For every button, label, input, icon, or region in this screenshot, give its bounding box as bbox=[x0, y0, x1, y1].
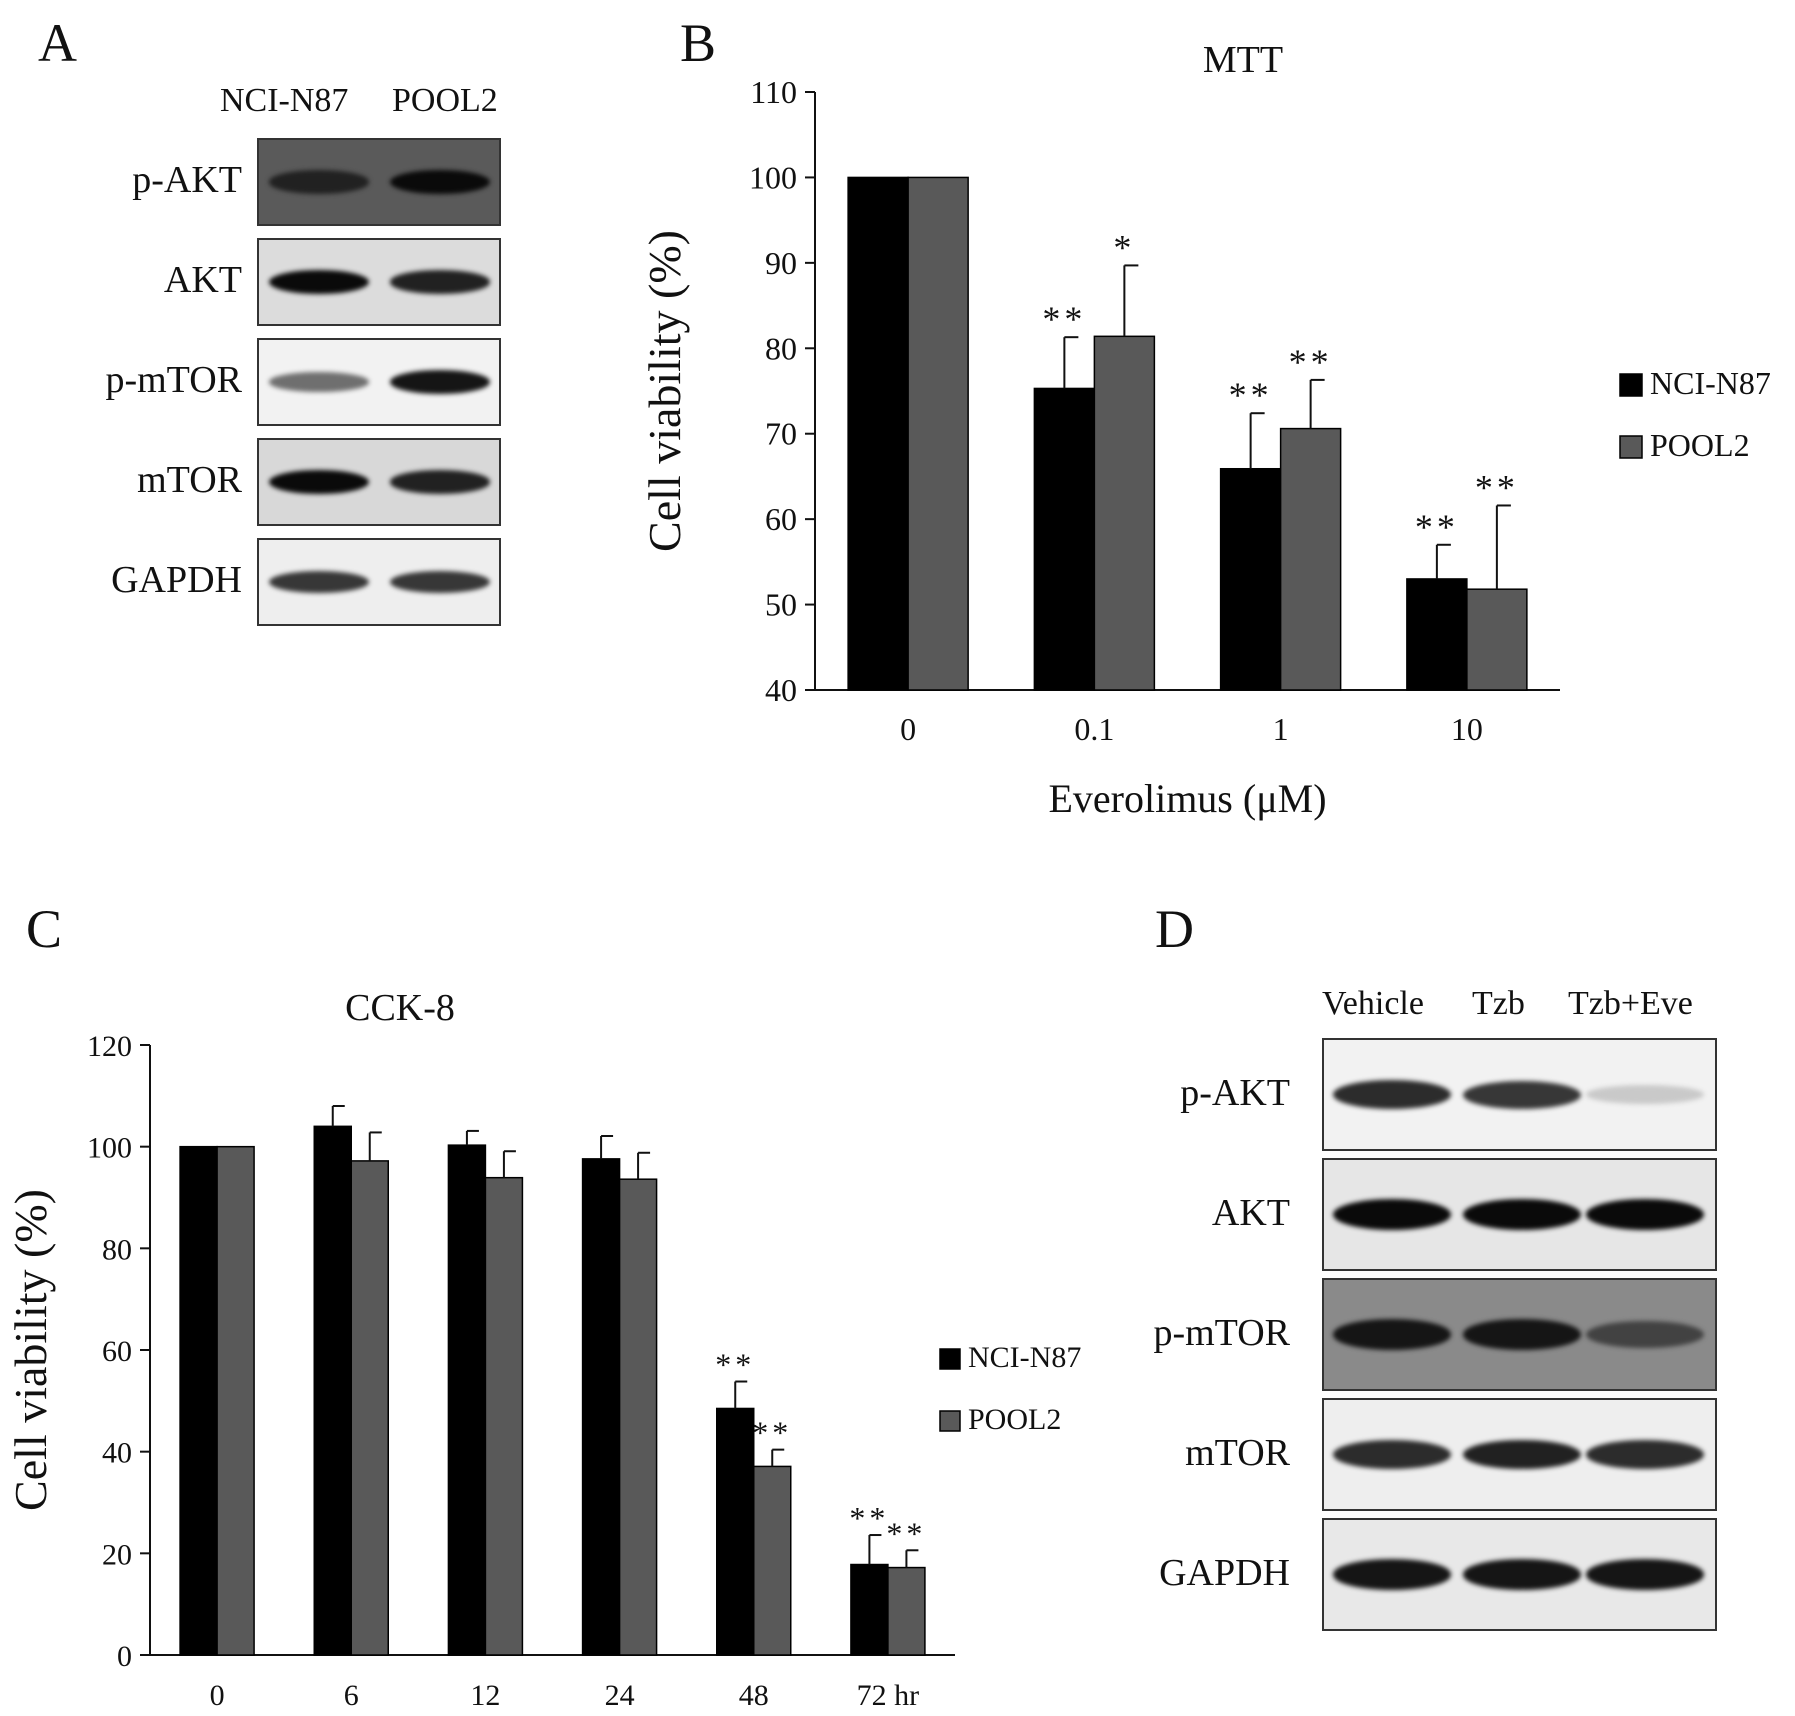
lane-header-pool2: POOL2 bbox=[392, 82, 498, 119]
protein-band bbox=[269, 571, 369, 593]
significance-marker: ** bbox=[1289, 342, 1333, 382]
bar bbox=[907, 176, 969, 691]
blot-row-label-akt: AKT bbox=[1211, 1191, 1290, 1234]
significance-marker: ** bbox=[1475, 467, 1519, 507]
blot-row-label-p-akt: p-AKT bbox=[1180, 1071, 1290, 1114]
protein-band bbox=[269, 469, 369, 495]
blot-row-label-p-mtor: p-mTOR bbox=[1153, 1311, 1290, 1354]
blot-row-label-mtor: mTOR bbox=[137, 459, 242, 501]
panel-letter-b: B bbox=[680, 13, 717, 73]
bar bbox=[1093, 335, 1156, 691]
y-tick-label: 80 bbox=[765, 330, 797, 366]
lane-header-tzb: Tzb bbox=[1472, 985, 1525, 1022]
protein-band bbox=[1586, 1440, 1704, 1469]
protein-band bbox=[1333, 1080, 1451, 1109]
y-tick-label: 50 bbox=[765, 587, 797, 623]
y-tick-label: 40 bbox=[765, 672, 797, 708]
protein-band bbox=[1463, 1199, 1581, 1230]
lane-header-vehicle: Vehicle bbox=[1322, 985, 1424, 1022]
x-tick-label: 0 bbox=[900, 711, 916, 747]
bar bbox=[1466, 588, 1528, 691]
bar bbox=[847, 176, 909, 691]
panel-letter-c: C bbox=[26, 899, 63, 959]
protein-band bbox=[390, 270, 490, 294]
legend-swatch bbox=[1619, 373, 1643, 397]
significance-marker: ** bbox=[1415, 507, 1459, 547]
y-tick-label: 70 bbox=[765, 416, 797, 452]
protein-band bbox=[1463, 1080, 1581, 1109]
protein-band bbox=[269, 170, 369, 194]
legend-label: POOL2 bbox=[1650, 427, 1750, 463]
legend-swatch bbox=[1619, 435, 1643, 459]
significance-marker: ** bbox=[1229, 375, 1273, 415]
protein-band bbox=[390, 169, 490, 195]
bar bbox=[1219, 467, 1282, 691]
protein-band bbox=[1333, 1199, 1451, 1230]
protein-band bbox=[390, 370, 490, 394]
protein-band bbox=[269, 269, 369, 295]
protein-band bbox=[390, 571, 490, 593]
protein-band bbox=[1463, 1319, 1581, 1350]
blot-row-label-mtor: mTOR bbox=[1185, 1431, 1290, 1474]
y-tick-label: 90 bbox=[765, 245, 797, 281]
legend-label: NCI-N87 bbox=[1650, 365, 1771, 401]
blot-row-label-p-akt: p-AKT bbox=[132, 159, 242, 201]
bar bbox=[1279, 427, 1342, 691]
protein-band bbox=[1333, 1559, 1451, 1590]
protein-band bbox=[1333, 1319, 1451, 1350]
protein-band bbox=[1333, 1440, 1451, 1469]
protein-band bbox=[269, 372, 369, 392]
bar bbox=[1406, 578, 1468, 691]
chart-title: MTT bbox=[1203, 39, 1283, 81]
bar bbox=[1033, 387, 1096, 691]
y-tick-label: 60 bbox=[765, 501, 797, 537]
blot-row-label-gapdh: GAPDH bbox=[111, 559, 242, 601]
blot-row-label-p-mtor: p-mTOR bbox=[105, 359, 242, 401]
protein-band bbox=[1586, 1085, 1704, 1104]
x-tick-label: 1 bbox=[1273, 711, 1289, 747]
significance-marker: ** bbox=[1042, 299, 1086, 339]
protein-band bbox=[390, 470, 490, 494]
blot-row-label-gapdh: GAPDH bbox=[1159, 1551, 1290, 1594]
protein-band bbox=[1586, 1199, 1704, 1230]
y-tick-label: 110 bbox=[750, 74, 797, 110]
significance-marker: * bbox=[1113, 227, 1135, 267]
x-tick-label: 10 bbox=[1451, 711, 1483, 747]
protein-band bbox=[1586, 1320, 1704, 1349]
x-axis-label: Everolimus (μM) bbox=[1048, 776, 1326, 821]
lane-header-nci-n87: NCI-N87 bbox=[220, 82, 349, 119]
panel-letter-a: A bbox=[38, 13, 77, 73]
y-axis-label: Cell viability (%) bbox=[639, 230, 690, 552]
panel-letter-d: D bbox=[1155, 899, 1194, 959]
y-tick-label: 100 bbox=[749, 159, 797, 195]
lane-header-tzb-eve: Tzb+Eve bbox=[1568, 985, 1693, 1022]
protein-band bbox=[1463, 1439, 1581, 1470]
blot-row-label-akt: AKT bbox=[163, 259, 242, 301]
x-tick-label: 0.1 bbox=[1074, 711, 1114, 747]
protein-band bbox=[1463, 1559, 1581, 1590]
protein-band bbox=[1586, 1559, 1704, 1590]
